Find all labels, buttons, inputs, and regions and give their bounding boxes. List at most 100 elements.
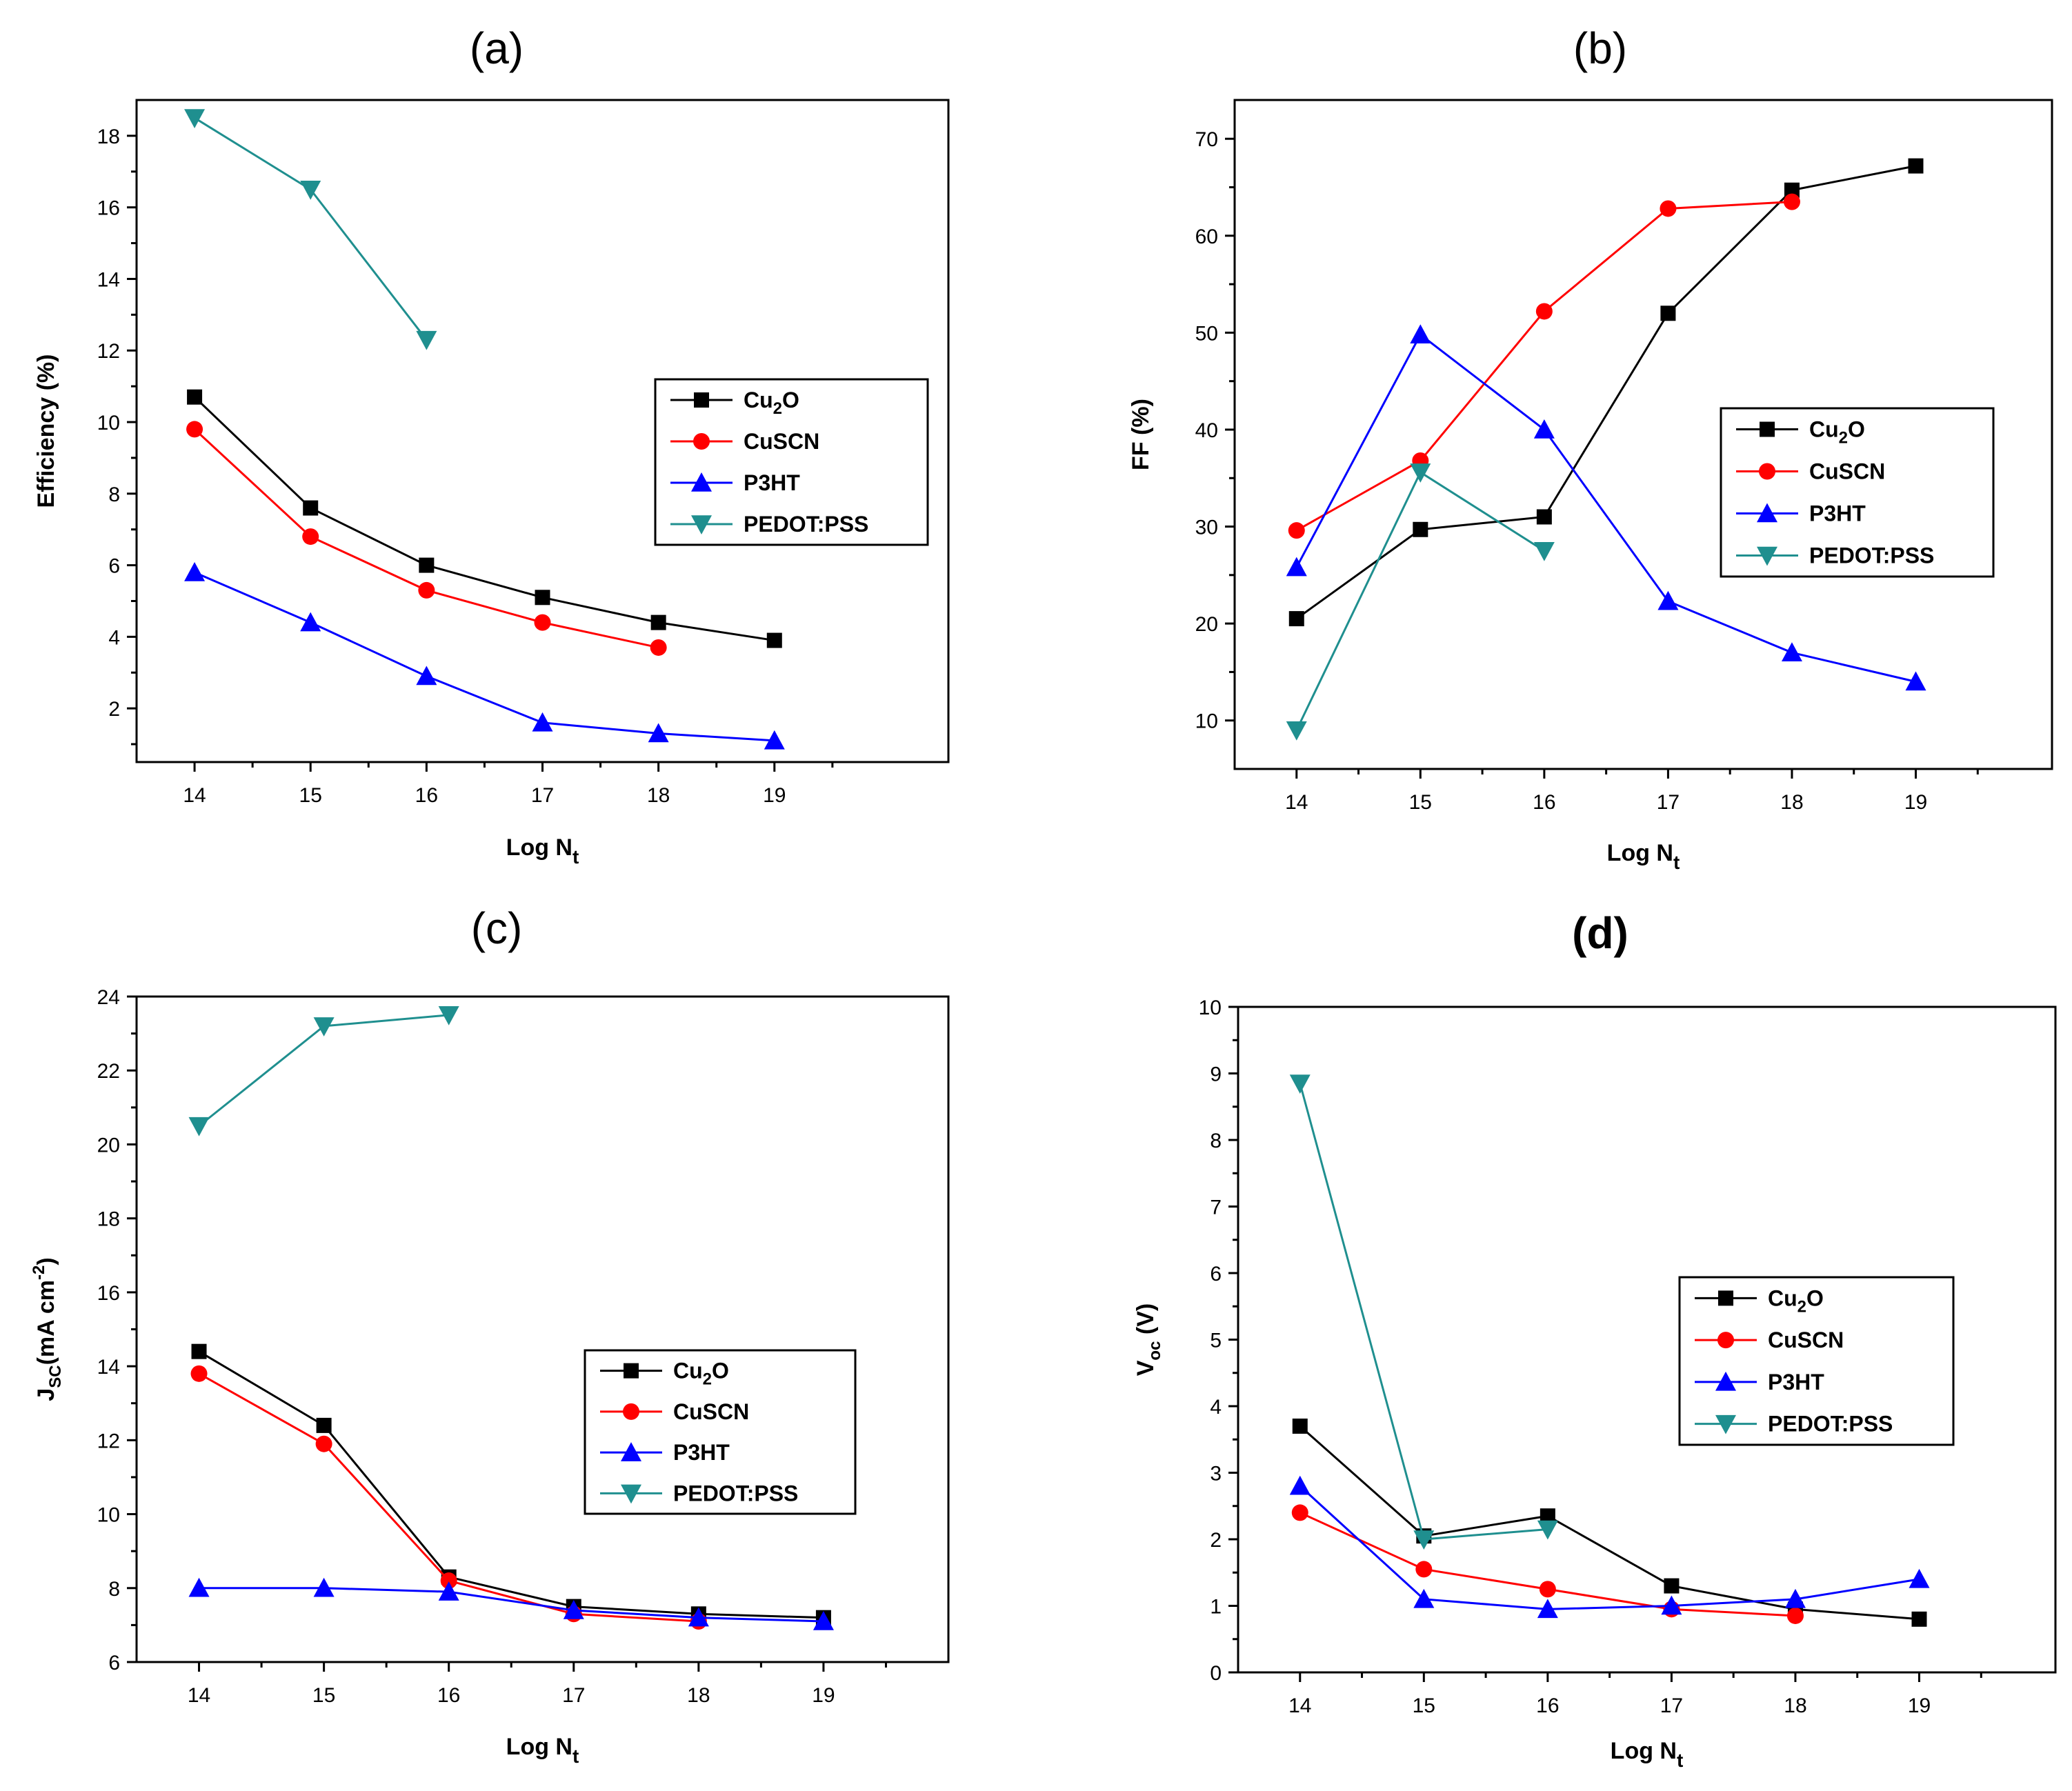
x-tick-label: 16 bbox=[1533, 791, 1555, 814]
y-axis-label-c: JSC(mA cm-2) bbox=[30, 1257, 65, 1401]
data-point bbox=[438, 1581, 459, 1601]
legend-label-main: CuSCN bbox=[1768, 1328, 1844, 1352]
y-tick-label: 10 bbox=[97, 1504, 120, 1527]
legend-swatch-marker bbox=[623, 1403, 639, 1420]
data-point bbox=[1292, 1418, 1308, 1434]
x-tick-label: 16 bbox=[1536, 1694, 1559, 1717]
y-tick-label: 12 bbox=[97, 1430, 120, 1452]
data-point bbox=[416, 330, 437, 350]
legend-label-main: PEDOT:PSS bbox=[1809, 543, 1934, 568]
y-axis-label-a: Efficiency (%) bbox=[33, 354, 59, 508]
x-tick-label: 19 bbox=[1908, 1694, 1931, 1717]
legend-label: P3HT bbox=[1768, 1370, 1824, 1394]
legend-swatch-marker bbox=[1715, 1371, 1736, 1391]
y-tick-label: 9 bbox=[1210, 1063, 1222, 1086]
x-axis-label-main: Log N bbox=[1607, 840, 1673, 866]
y-axis-label-main: Efficiency (%) bbox=[33, 354, 59, 508]
x-tick-label: 14 bbox=[183, 784, 206, 807]
y-axis-label-d: Voc (V) bbox=[1133, 1303, 1164, 1376]
y-tick-label: 8 bbox=[1210, 1130, 1222, 1152]
data-point bbox=[1786, 1607, 1804, 1624]
y-axis-label-sub: SC bbox=[46, 1365, 65, 1388]
legend-d: Cu2O CuSCN P3HT PEDOT:PSS bbox=[1678, 1276, 1955, 1446]
data-point bbox=[563, 1599, 584, 1619]
data-point bbox=[1540, 1508, 1555, 1524]
y-tick-label: 70 bbox=[1195, 128, 1218, 151]
series-pedot-pss-b bbox=[1286, 463, 1555, 741]
series-p3ht-a bbox=[184, 561, 785, 750]
y-tick-label: 2 bbox=[108, 698, 120, 721]
y-axis-label-unit: (mA cm bbox=[33, 1280, 59, 1365]
series-line bbox=[1295, 332, 1916, 683]
data-point bbox=[184, 561, 206, 581]
y-tick-label: 16 bbox=[97, 1282, 120, 1305]
x-axis-label-d: Log Nt bbox=[1611, 1738, 1684, 1771]
legend-item: P3HT bbox=[600, 1440, 730, 1465]
data-point bbox=[1664, 1578, 1680, 1594]
data-point bbox=[535, 590, 550, 606]
data-point bbox=[315, 1435, 332, 1452]
x-tick-label: 16 bbox=[415, 784, 438, 807]
x-axis-label-sub: t bbox=[572, 846, 579, 868]
y-tick-label: 2 bbox=[1210, 1529, 1222, 1552]
x-tick-label: 19 bbox=[1904, 791, 1927, 814]
legend-label-post: O bbox=[782, 388, 799, 412]
legend-label: Cu2O bbox=[744, 388, 799, 418]
data-point bbox=[300, 612, 321, 632]
series-cu2o-a bbox=[187, 389, 782, 648]
legend-swatch-marker bbox=[691, 515, 712, 534]
y-tick-label: 4 bbox=[1210, 1396, 1222, 1419]
legend-swatch-marker bbox=[1718, 1290, 1733, 1306]
y-tick-label: 7 bbox=[1210, 1197, 1222, 1219]
legend-swatch-marker bbox=[621, 1484, 641, 1504]
legend-label: Cu2O bbox=[673, 1359, 729, 1389]
data-point bbox=[1410, 324, 1431, 343]
data-point bbox=[1657, 590, 1679, 610]
series-line bbox=[1299, 1425, 1920, 1621]
data-point bbox=[1413, 1530, 1435, 1550]
series-pedot-pss-d bbox=[1289, 1074, 1558, 1550]
legend-swatch-marker bbox=[1757, 546, 1777, 566]
data-point bbox=[1286, 721, 1307, 741]
legend-item: PEDOT:PSS bbox=[1736, 543, 1934, 568]
data-point bbox=[1291, 1504, 1308, 1521]
x-tick-label: 17 bbox=[1660, 1694, 1683, 1717]
data-point bbox=[813, 1611, 834, 1630]
legend-a: Cu2O CuSCN P3HT PEDOT:PSS bbox=[654, 378, 929, 546]
y-tick-label: 10 bbox=[1199, 997, 1222, 1019]
legend-label-main: Cu bbox=[1809, 417, 1839, 442]
y-tick-label: 4 bbox=[108, 626, 120, 649]
y-tick-label: 1 bbox=[1210, 1596, 1222, 1619]
data-point bbox=[190, 1365, 208, 1382]
legend-label-sub: 2 bbox=[1839, 429, 1848, 448]
y-axis-label-unit-close: ) bbox=[33, 1257, 59, 1265]
x-axis-label-b: Log Nt bbox=[1607, 840, 1680, 873]
series-p3ht-d bbox=[1289, 1475, 1930, 1619]
x-axis-label-main: Log N bbox=[1611, 1738, 1677, 1764]
y-tick-label: 6 bbox=[108, 1652, 120, 1674]
legend-swatch-marker bbox=[1717, 1332, 1734, 1349]
data-point bbox=[1911, 1611, 1927, 1627]
data-point bbox=[191, 1343, 207, 1359]
legend-item: Cu2O bbox=[1695, 1285, 1824, 1316]
y-tick-label: 18 bbox=[97, 126, 120, 148]
y-tick-label: 14 bbox=[97, 1356, 120, 1379]
legend-item: PEDOT:PSS bbox=[670, 512, 868, 537]
y-axis-label-sub: oc bbox=[1146, 1341, 1164, 1361]
data-point bbox=[188, 1577, 210, 1597]
y-tick-label: 6 bbox=[1210, 1263, 1222, 1285]
series-cu2o-b bbox=[1288, 158, 1924, 627]
plot-frame-c bbox=[135, 995, 950, 1663]
y-tick-label: 30 bbox=[1195, 517, 1218, 539]
y-tick-label: 10 bbox=[1195, 710, 1218, 733]
x-tick-label: 19 bbox=[763, 784, 786, 807]
data-point bbox=[1661, 1595, 1682, 1615]
legend-swatch-marker bbox=[1757, 503, 1777, 523]
y-tick-label: 5 bbox=[1210, 1330, 1222, 1352]
legend-b: Cu2O CuSCN P3HT PEDOT:PSS bbox=[1720, 407, 1995, 578]
x-tick-label: 15 bbox=[1413, 1694, 1435, 1717]
y-tick-label: 20 bbox=[1195, 613, 1218, 636]
x-tick-label: 17 bbox=[562, 1684, 585, 1707]
data-point bbox=[184, 109, 206, 128]
